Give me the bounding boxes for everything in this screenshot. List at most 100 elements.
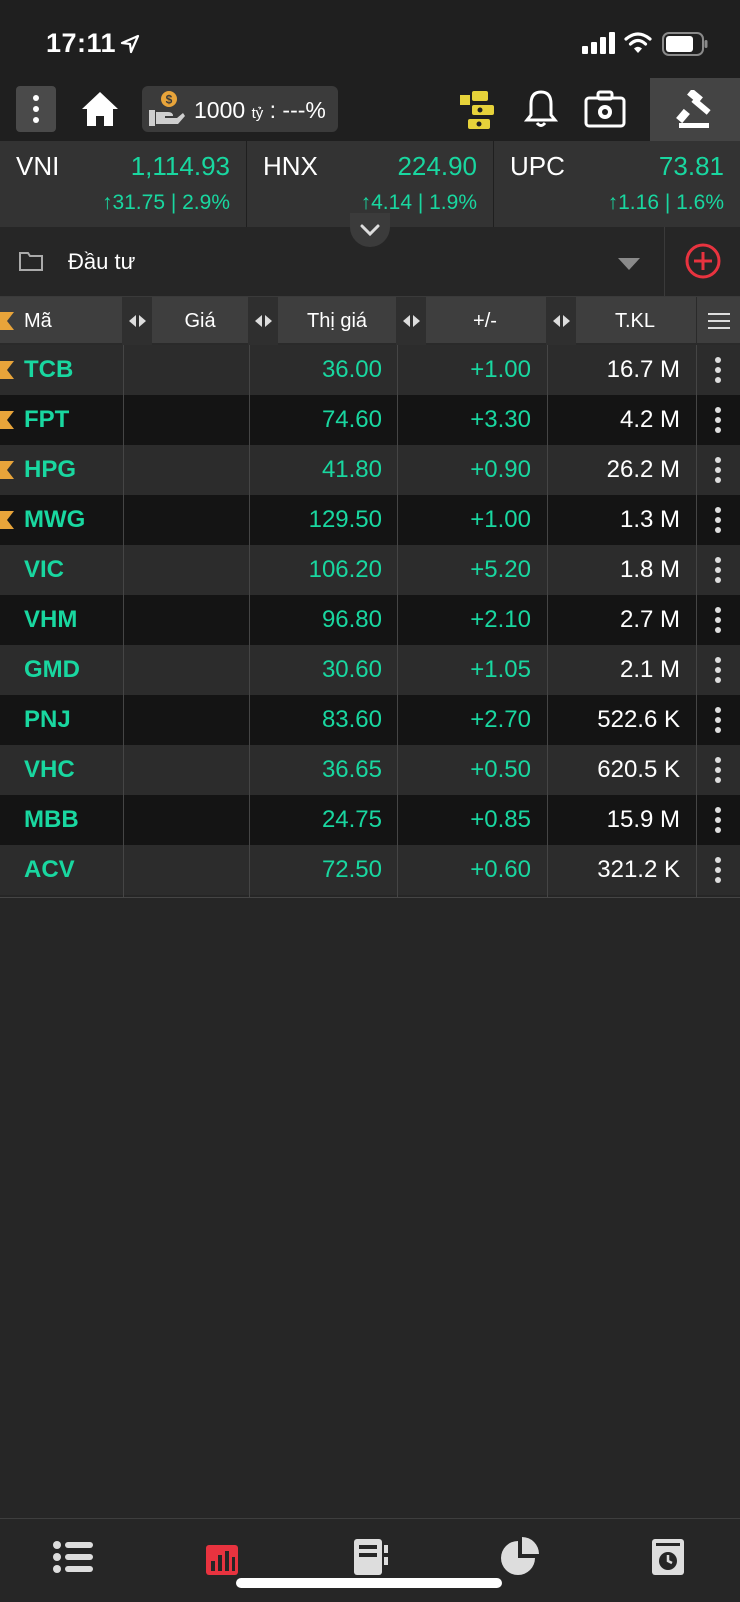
cell-change: +5.20 (470, 556, 531, 583)
table-row[interactable]: MBB 24.75 +0.85 15.9 M (0, 795, 740, 845)
pie-chart-icon[interactable] (498, 1537, 542, 1577)
column-resize-handle[interactable] (248, 297, 278, 345)
cell-volume: 1.8 M (619, 556, 680, 583)
column-resize-handle[interactable] (122, 297, 152, 345)
index-vni[interactable]: VNI 1,114.93 ↑31.75 | 2.9% (0, 141, 247, 227)
more-menu-button[interactable] (16, 86, 56, 132)
settings-briefcase-icon[interactable] (584, 90, 626, 128)
flag-icon (0, 312, 14, 330)
table-row[interactable]: VIC 106.20 +5.20 1.8 M (0, 545, 740, 595)
watchlist-name: Đầu tư (68, 249, 136, 274)
cell-volume: 2.7 M (619, 606, 680, 633)
table-header: Mã Giá Thị giá +/- T.KL (0, 297, 740, 345)
row-more-button[interactable] (696, 545, 740, 595)
column-resize-handle[interactable] (546, 297, 576, 345)
row-more-button[interactable] (696, 495, 740, 545)
column-divider (397, 345, 398, 898)
cell-price (124, 645, 248, 695)
cell-volume: 1.3 M (619, 506, 680, 533)
cell-symbol: TCB (24, 356, 74, 383)
index-hnx[interactable]: HNX 224.90 ↑4.14 | 1.9% (247, 141, 494, 227)
cell-change: +2.70 (470, 706, 531, 733)
bar-chart-icon[interactable] (200, 1537, 244, 1577)
cellular-signal-icon (582, 32, 615, 54)
cell-price (124, 795, 248, 845)
cell-volume: 4.2 M (619, 406, 680, 433)
cell-volume: 2.1 M (619, 656, 680, 683)
cell-change: +2.10 (470, 606, 531, 633)
top-toolbar: $ 1000 tỷ : ---% (0, 78, 740, 141)
row-more-button[interactable] (696, 345, 740, 395)
column-settings-button[interactable] (696, 297, 740, 345)
home-icon[interactable] (80, 90, 120, 128)
index-name: VNI (16, 151, 60, 181)
column-header-price[interactable]: Giá (184, 309, 216, 332)
status-time: 17:11 (46, 28, 117, 58)
cell-market-price: 30.60 (321, 656, 382, 683)
index-upc[interactable]: UPC 73.81 ↑1.16 | 1.6% (494, 141, 740, 227)
table-row[interactable]: VHC 36.65 +0.50 620.5 K (0, 745, 740, 795)
fund-balance-button[interactable]: $ 1000 tỷ : ---% (142, 86, 338, 132)
cell-market-price: 36.00 (321, 356, 382, 383)
row-more-button[interactable] (696, 795, 740, 845)
column-header-symbol[interactable]: Mã (24, 309, 52, 332)
dropdown-caret-icon (618, 258, 640, 270)
hand-coin-icon: $ (149, 91, 185, 126)
chip-icon[interactable] (460, 91, 496, 129)
cell-price (124, 695, 248, 745)
cell-market-price: 83.60 (321, 706, 382, 733)
cell-volume: 15.9 M (606, 806, 680, 833)
flag-icon (0, 361, 14, 379)
list-icon[interactable] (52, 1537, 96, 1577)
row-more-button[interactable] (696, 595, 740, 645)
cell-price (124, 595, 248, 645)
row-more-button[interactable] (696, 845, 740, 895)
column-header-market-price[interactable]: Thị giá (306, 309, 368, 332)
flag-icon (0, 411, 14, 429)
cell-change: +0.60 (470, 856, 531, 883)
cell-volume: 26.2 M (606, 456, 680, 483)
index-value: 1,114.93 (130, 151, 230, 181)
cell-market-price: 96.80 (321, 606, 382, 633)
bottom-navigation (0, 1518, 740, 1602)
column-resize-handle[interactable] (396, 297, 426, 345)
table-row[interactable]: FPT 74.60 +3.30 4.2 M (0, 395, 740, 445)
cell-symbol: HPG (24, 456, 77, 483)
auction-tab-button[interactable] (650, 78, 740, 141)
column-header-change[interactable]: +/- (473, 309, 497, 332)
cell-change: +3.30 (470, 406, 531, 433)
cell-symbol: MBB (24, 806, 79, 833)
table-row[interactable]: ACV 72.50 +0.60 321.2 K (0, 845, 740, 895)
index-name: UPC (510, 151, 565, 181)
row-more-button[interactable] (696, 645, 740, 695)
cell-symbol: MWG (24, 506, 86, 533)
bell-icon[interactable] (524, 89, 558, 129)
row-more-button[interactable] (696, 395, 740, 445)
auction-gavel-icon (676, 89, 711, 128)
wifi-icon (624, 32, 652, 53)
column-divider (249, 345, 250, 898)
table-row[interactable]: VHM 96.80 +2.10 2.7 M (0, 595, 740, 645)
divider (664, 227, 665, 297)
battery-icon (662, 32, 708, 56)
table-row[interactable]: MWG 129.50 +1.00 1.3 M (0, 495, 740, 545)
notebook-icon[interactable] (348, 1537, 392, 1577)
index-name: HNX (263, 151, 318, 181)
table-row[interactable]: GMD 30.60 +1.05 2.1 M (0, 645, 740, 695)
collapse-indices-button[interactable] (350, 213, 390, 247)
row-more-button[interactable] (696, 695, 740, 745)
order-history-icon[interactable] (646, 1537, 690, 1577)
cell-market-price: 41.80 (321, 456, 382, 483)
home-indicator[interactable] (236, 1578, 502, 1588)
row-more-button[interactable] (696, 745, 740, 795)
add-watchlist-button[interactable] (684, 242, 722, 280)
table-row[interactable]: PNJ 83.60 +2.70 522.6 K (0, 695, 740, 745)
table-row[interactable]: HPG 41.80 +0.90 26.2 M (0, 445, 740, 495)
cell-symbol: GMD (24, 656, 80, 683)
cell-market-price: 24.75 (321, 806, 382, 833)
column-header-volume[interactable]: T.KL (614, 309, 656, 332)
table-row[interactable]: TCB 36.00 +1.00 16.7 M (0, 345, 740, 395)
row-more-button[interactable] (696, 445, 740, 495)
cell-market-price: 36.65 (321, 756, 382, 783)
